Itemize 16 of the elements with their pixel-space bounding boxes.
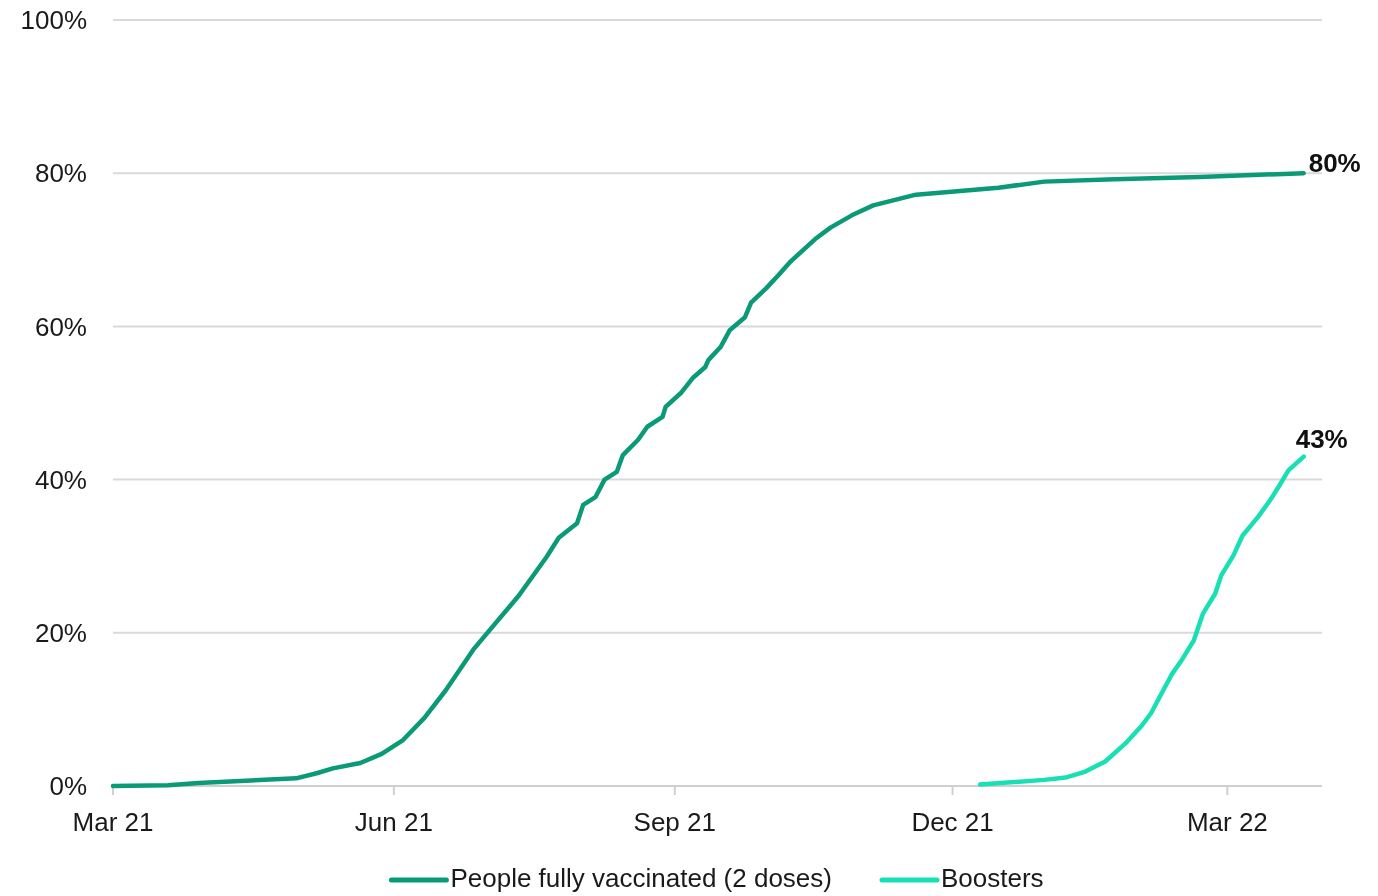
y-tick-label: 20%	[34, 617, 87, 648]
x-tick-label: Mar 22	[1186, 807, 1268, 837]
y-tick-label: 40%	[34, 464, 87, 495]
legend-label: Boosters	[940, 862, 1044, 893]
legend-label: People fully vaccinated (2 doses)	[450, 862, 832, 893]
y-tick-label: 60%	[34, 311, 87, 342]
data-label: 43%	[1295, 423, 1348, 454]
x-tick-label: Dec 21	[911, 807, 994, 837]
y-tick-label: 80%	[34, 158, 87, 189]
x-tick-label: Jun 21	[354, 807, 433, 837]
line-series	[977, 454, 1306, 787]
y-tick-label: 0%	[49, 771, 87, 802]
data-label: 80%	[1308, 147, 1361, 178]
x-tick-label: Sep 21	[633, 807, 716, 837]
x-tick-label: Mar 21	[72, 807, 154, 837]
y-tick-label: 100%	[20, 5, 87, 36]
